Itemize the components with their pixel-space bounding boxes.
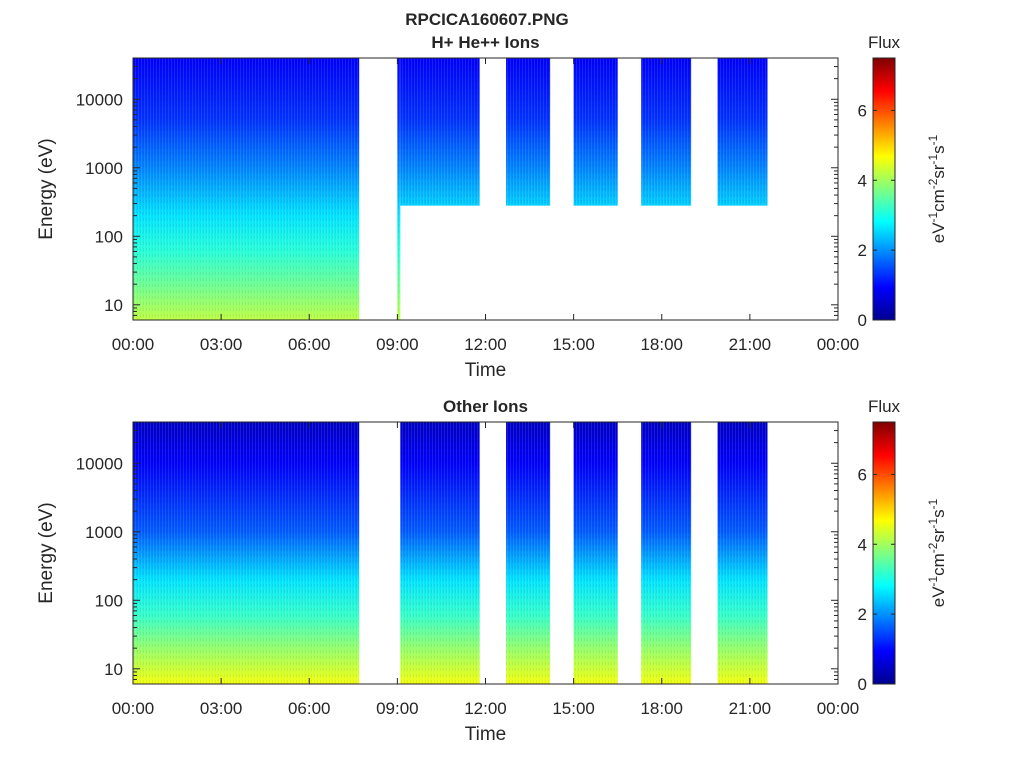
y-axis-label: Energy (eV) xyxy=(36,502,57,603)
y-tick-label: 100 xyxy=(95,227,123,246)
x-tick-label: 18:00 xyxy=(640,335,683,354)
colorbar-unit-text: eV-1cm-2sr-1s-1 xyxy=(926,134,948,243)
x-tick-label: 09:00 xyxy=(376,699,419,718)
spectrogram-data xyxy=(133,58,768,320)
y-tick-label: 10 xyxy=(104,296,123,315)
data-block-texture xyxy=(717,58,768,206)
x-tick-label: 03:00 xyxy=(200,335,243,354)
colorbar-title: Flux xyxy=(868,33,901,52)
colorbar-tick-label: 0 xyxy=(858,311,867,330)
data-block-texture xyxy=(717,422,768,684)
colorbar-tick-label: 4 xyxy=(858,535,867,554)
data-block-texture xyxy=(641,422,692,684)
panel-title: H+ He++ Ions xyxy=(431,33,539,52)
x-tick-label: 00:00 xyxy=(817,335,860,354)
x-tick-label: 00:00 xyxy=(112,699,155,718)
x-tick-label: 09:00 xyxy=(376,335,419,354)
x-tick-label: 15:00 xyxy=(552,699,595,718)
colorbar: 0 2 4 6 Flux eV-1cm-2sr-1s-1 xyxy=(858,397,948,694)
data-block-texture xyxy=(400,422,480,684)
colorbar-tick-label: 6 xyxy=(858,101,867,120)
y-tick-label: 10000 xyxy=(76,454,123,473)
x-tick-label: 06:00 xyxy=(288,335,331,354)
x-tick-label: 21:00 xyxy=(729,699,772,718)
data-block-texture xyxy=(397,58,401,320)
colorbar-tick-label: 2 xyxy=(858,605,867,624)
data-block-texture xyxy=(133,58,360,320)
x-tick-label: 21:00 xyxy=(729,335,772,354)
figure-title: RPCICA160607.PNG xyxy=(405,10,568,29)
data-block-texture xyxy=(133,422,360,684)
y-tick-label: 1000 xyxy=(85,159,123,178)
x-tick-label: 00:00 xyxy=(817,699,860,718)
x-tick-label: 00:00 xyxy=(112,335,155,354)
x-tick-label: 12:00 xyxy=(464,335,507,354)
colorbar-gradient xyxy=(872,421,896,685)
x-tick-label: 06:00 xyxy=(288,699,331,718)
y-tick-label: 100 xyxy=(95,591,123,610)
colorbar-unit-label: eV-1cm-2sr-1s-1 xyxy=(926,134,948,243)
data-block-texture xyxy=(573,422,618,684)
x-axis-label: Time xyxy=(465,724,507,745)
colorbar-tick-label: 4 xyxy=(858,171,867,190)
panel-title: Other Ions xyxy=(443,397,528,416)
colorbar: 0 2 4 6 Flux eV-1cm-2sr-1s-1 xyxy=(858,33,948,330)
colorbar-tick-label: 6 xyxy=(858,465,867,484)
y-tick-label: 10000 xyxy=(76,90,123,109)
x-tick-label: 12:00 xyxy=(464,699,507,718)
y-tick-label: 10 xyxy=(104,660,123,679)
y-tick-label: 1000 xyxy=(85,523,123,542)
data-block-texture xyxy=(641,58,692,206)
colorbar-tick-label: 0 xyxy=(858,675,867,694)
colorbar-unit-text: eV-1cm-2sr-1s-1 xyxy=(926,498,948,607)
x-axis-label: Time xyxy=(465,360,507,381)
panel-2: Other Ions 00:00 03:00 06:00 09:00 12:00 15:00… xyxy=(36,397,948,745)
data-block-texture xyxy=(506,58,551,206)
spectrogram-data xyxy=(133,422,768,684)
x-tick-label: 15:00 xyxy=(552,335,595,354)
data-block-texture xyxy=(400,58,480,206)
data-block-texture xyxy=(506,422,551,684)
x-tick-label: 18:00 xyxy=(640,699,683,718)
panel-1: H+ He++ Ions 00:00 03:00 06:00 09:00 12:00 15:… xyxy=(36,33,948,381)
colorbar-unit-label: eV-1cm-2sr-1s-1 xyxy=(926,498,948,607)
y-axis-label: Energy (eV) xyxy=(36,138,57,239)
colorbar-title: Flux xyxy=(868,397,901,416)
data-block-texture xyxy=(573,58,618,206)
x-tick-label: 03:00 xyxy=(200,699,243,718)
colorbar-gradient xyxy=(872,57,896,321)
colorbar-tick-label: 2 xyxy=(858,241,867,260)
